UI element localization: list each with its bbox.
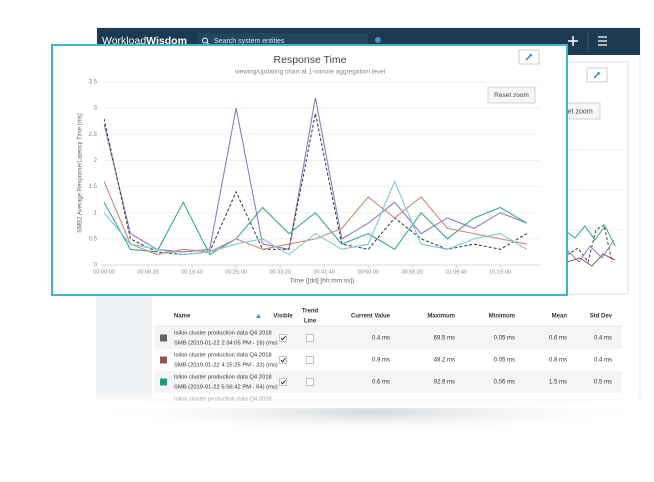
x-tick-label: 00:33:20 [269,269,290,275]
visible-checkbox[interactable] [279,356,287,364]
back-line [566,225,616,247]
cell-value: 0.4 ms [594,358,612,364]
column-header: Name [174,314,191,320]
sort-icon [256,314,261,318]
wrench-icon [593,71,601,79]
plot: 0 0.5 1 1.5 2 2.5 3 3.5 00:00:00 00:08:20 00:16:40… [89,80,540,275]
back-line [566,224,613,264]
series-swatch [160,378,167,386]
trend-checkbox[interactable] [306,356,314,364]
chart-title: Response Time [274,54,347,66]
y-tick-label: 2.5 [89,132,98,138]
column-header: Std Dev [590,314,613,320]
trend-checkbox[interactable] [306,378,314,386]
series-name: SMB (2019-01-22 2:34:05 PM - 16) (ms) [174,341,278,347]
x-tick-label: 00:50:00 [358,269,379,275]
cell-value: 0.9 ms [372,358,390,364]
x-tick-label: 01:15:00 [490,269,511,275]
series-table: Name Visible Trend Line Current Value Maximum… [155,309,622,403]
brand[interactable]: WorkloadWisdom [102,35,187,47]
series-line [104,113,528,256]
reset-zoom-button[interactable] [487,86,536,104]
brand-part: Wisdom [146,35,187,47]
reset-zoom-label: Reset zoom [494,92,529,99]
y-axis-title: SMB2 Average Response/Latency Time (ms) [78,113,84,233]
x-axis-title: Time ([dd] [hh:mm:ss]) [290,278,355,285]
x-tick-label: 01:06:40 [446,269,467,275]
column-header: Visible [273,314,293,320]
cell-value: 0.05 ms [494,358,515,364]
y-tick-label: 1 [94,210,98,216]
check-mark [280,379,286,385]
info-icon[interactable] [375,37,381,43]
y-tick-label: 2 [94,158,98,164]
series-name: SMB (2019-01-22 5:56:42 PM - 64) (ms) [174,385,278,391]
cell-value: 0.5 ms [594,380,612,386]
column-header: Current Value [351,314,391,320]
y-tick-label: 1.5 [89,184,98,190]
cell-value: 0.06 ms [494,380,515,386]
column-header: Minimum [489,314,515,320]
x-tick-label: 00:41:40 [313,269,334,275]
cell-value: 0.4 ms [594,336,612,342]
cell-value: 48.2 ms [434,358,455,364]
column-header: Mean [552,314,568,320]
cell-value: 0.05 ms [494,336,515,342]
visible-checkbox[interactable] [279,334,287,342]
series-name: Isilon cluster production data Q4 2018 [174,353,272,359]
column-header: Line [304,319,317,325]
add-icon[interactable] [568,36,578,46]
search-icon [202,37,208,44]
x-tick-label: 00:00:00 [93,269,114,275]
y-tick-label: 0.5 [89,236,98,242]
x-tick-label: 00:16:40 [181,269,202,275]
series-line [104,179,528,256]
series-name: SMB (2019-01-22 4:15:25 PM - 32) (ms) [174,363,278,369]
menu-icon[interactable] [598,36,607,46]
series-name: Isilon cluster production data Q4 2018 [174,375,272,381]
cell-value: 69.5 ms [434,336,455,342]
y-tick-label: 3 [94,106,98,112]
back-line [566,239,615,263]
series-swatch [160,334,167,342]
cell-value: 1.5 ms [549,380,567,386]
brand-part: Workload [102,35,146,47]
row-background [155,327,622,349]
check-mark [280,357,286,363]
x-tick-label: 00:08:20 [137,269,158,275]
y-tick-label: 0 [94,263,98,269]
row-background [155,371,622,393]
chart-subtitle: viewing/updating chart at 1-minute aggre… [235,69,386,76]
x-tick-label: 00:58:20 [402,269,423,275]
visible-checkbox[interactable] [279,378,287,386]
y-tick-label: 3.5 [89,80,98,86]
series-line [104,181,527,256]
column-header: Trend [302,309,319,315]
series-name: Isilon cluster production data Q4 2018 [174,331,272,337]
fade [90,388,650,408]
wrench-icon [525,53,533,61]
trend-checkbox[interactable] [306,334,314,342]
cell-value: 0.4 ms [372,336,390,342]
cell-value: 0.8 ms [549,358,567,364]
back-grid [567,149,622,231]
column-header: Maximum [427,314,455,320]
cell-value: 92.9 ms [434,380,455,386]
check-mark [280,335,286,341]
chart-popup [51,44,568,296]
cell-value: 0.6 ms [549,336,567,342]
series-line [104,201,528,256]
series-swatch [160,356,167,364]
search-placeholder: Search system entities [214,38,285,45]
cell-value: 0.6 ms [372,380,390,386]
x-tick-label: 00:25:00 [225,269,246,275]
back-reset-zoom-label: Reset zoom [555,108,593,115]
